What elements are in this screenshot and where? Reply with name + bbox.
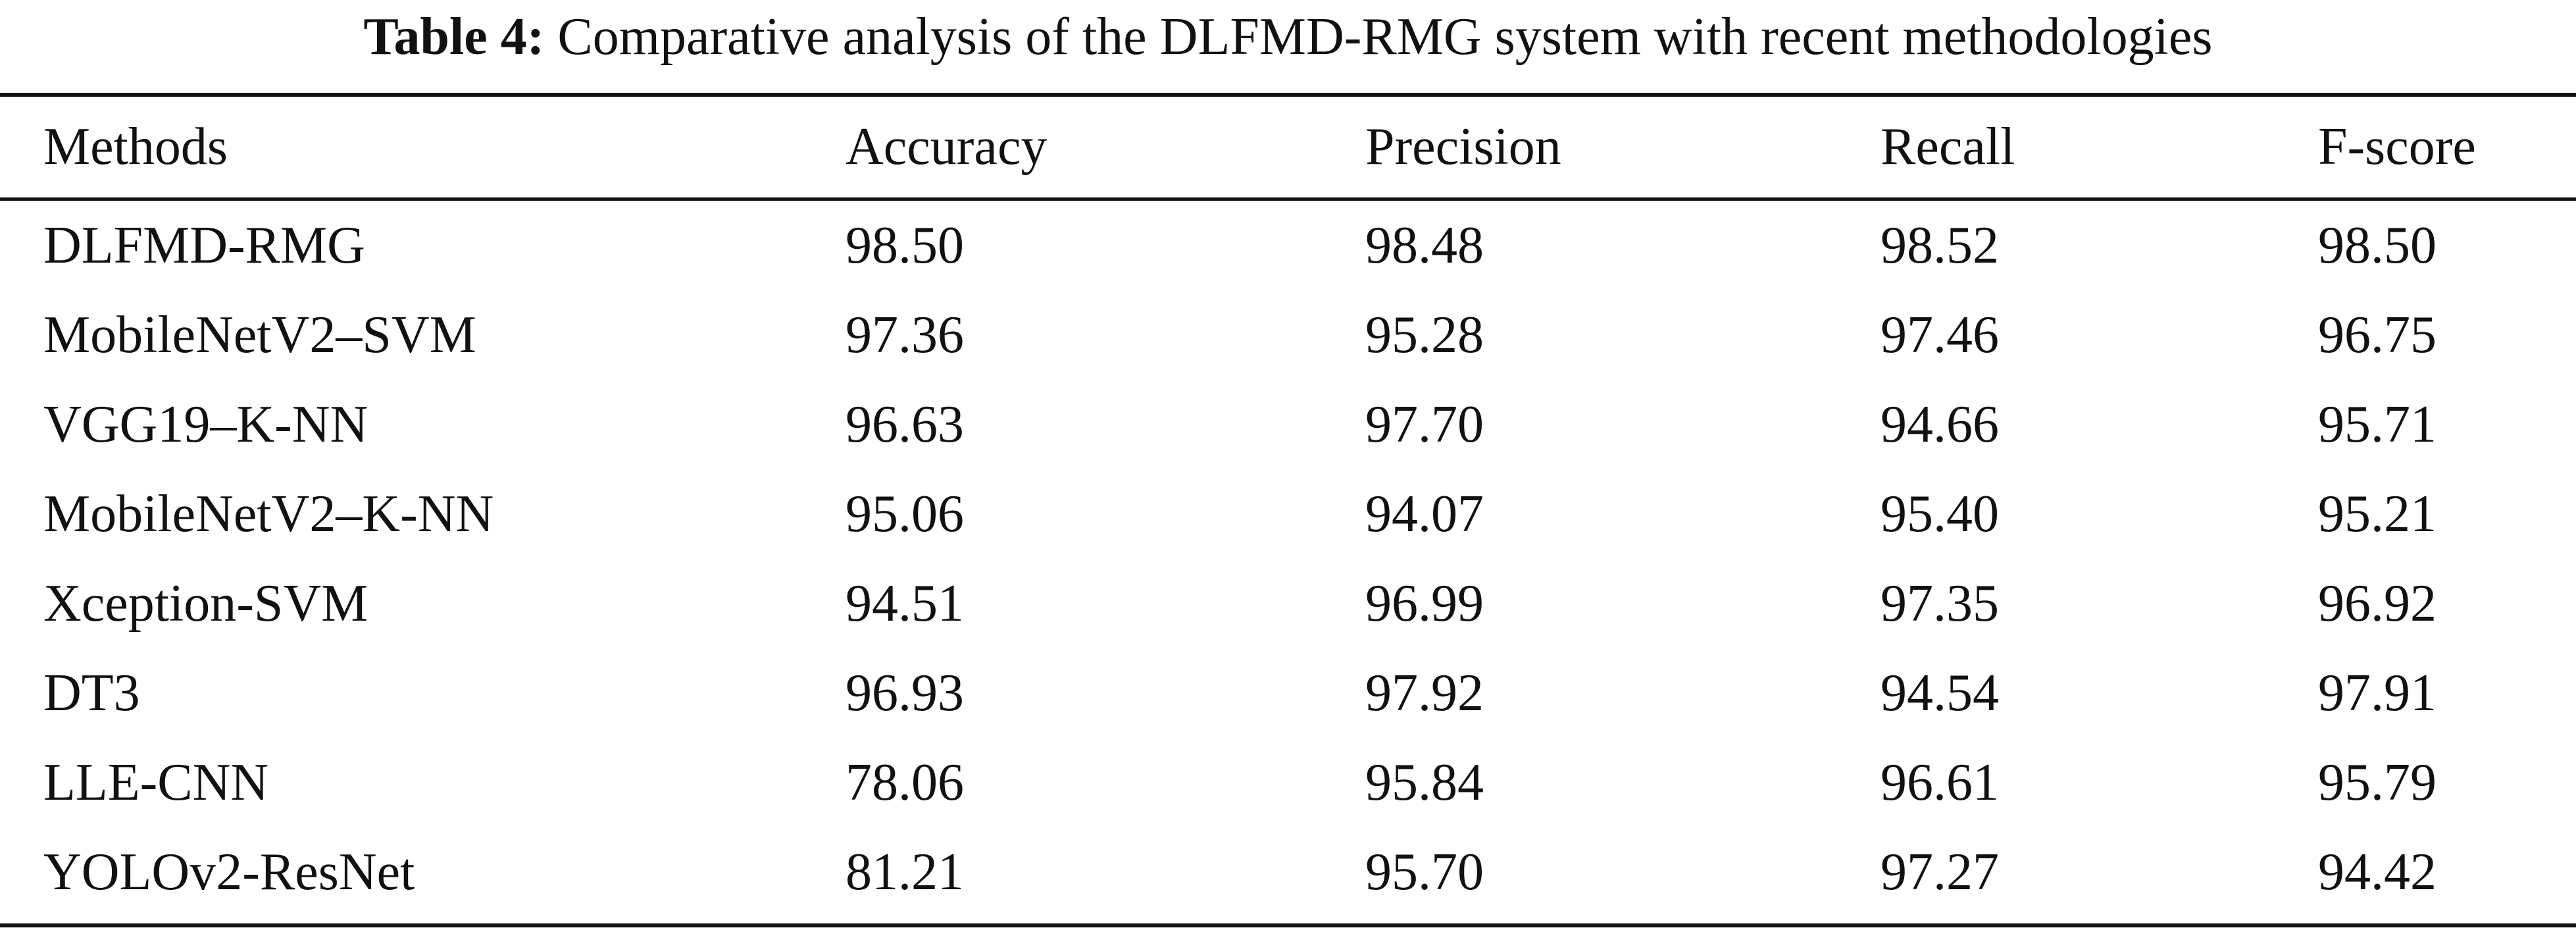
cell-precision: 95.84 bbox=[1365, 753, 1484, 812]
cell-recall: 97.27 bbox=[1881, 842, 1999, 901]
column-header-accuracy: Accuracy bbox=[846, 118, 1048, 176]
cell-f-score: 94.42 bbox=[2318, 842, 2437, 901]
table-header: Methods Accuracy Precision Recall F-scor… bbox=[0, 97, 2576, 197]
cell-method: MobileNetV2–SVM bbox=[43, 305, 476, 364]
cell-accuracy: 98.50 bbox=[846, 216, 964, 274]
caption-label: Table 4: bbox=[363, 8, 545, 66]
cell-accuracy: 95.06 bbox=[846, 484, 964, 543]
cell-precision: 97.70 bbox=[1365, 395, 1484, 453]
caption-text: Comparative analysis of the DLFMD-RMG sy… bbox=[557, 8, 2213, 66]
cell-method: YOLOv2-ResNet bbox=[43, 842, 415, 901]
table-body: DLFMD-RMG 98.50 98.48 98.52 98.50 MobileNetV2… bbox=[0, 201, 2576, 917]
table-row: MobileNetV2–K-NN 95.06 94.07 95.40 95.21 bbox=[0, 469, 2576, 559]
table-row: YOLOv2-ResNet 81.21 95.70 97.27 94.42 bbox=[0, 827, 2576, 917]
cell-method: Xception-SVM bbox=[43, 574, 368, 633]
results-table: DLFMD-RMG 98.50 98.48 98.52 98.50 MobileNetV2… bbox=[0, 201, 2576, 917]
cell-precision: 96.99 bbox=[1365, 574, 1484, 633]
table-row: LLE-CNN 78.06 95.84 96.61 95.79 bbox=[0, 738, 2576, 827]
cell-accuracy: 78.06 bbox=[846, 753, 964, 812]
cell-precision: 98.48 bbox=[1365, 216, 1484, 274]
bottom-rule bbox=[0, 923, 2576, 927]
cell-precision: 95.70 bbox=[1365, 842, 1484, 901]
cell-accuracy: 96.93 bbox=[846, 663, 964, 722]
cell-f-score: 95.21 bbox=[2318, 484, 2437, 543]
column-header-recall: Recall bbox=[1881, 118, 2015, 176]
cell-f-score: 95.79 bbox=[2318, 753, 2437, 812]
cell-recall: 96.61 bbox=[1881, 753, 1999, 812]
cell-accuracy: 97.36 bbox=[846, 305, 964, 364]
table-row: MobileNetV2–SVM 97.36 95.28 97.46 96.75 bbox=[0, 290, 2576, 380]
cell-recall: 98.52 bbox=[1881, 216, 1999, 274]
cell-f-score: 97.91 bbox=[2318, 663, 2437, 722]
cell-f-score: 98.50 bbox=[2318, 216, 2437, 274]
table-row: DLFMD-RMG 98.50 98.48 98.52 98.50 bbox=[0, 201, 2576, 290]
column-header-f-score: F-score bbox=[2318, 118, 2476, 176]
cell-recall: 97.35 bbox=[1881, 574, 1999, 633]
table-row: VGG19–K-NN 96.63 97.70 94.66 95.71 bbox=[0, 380, 2576, 469]
header-row: Methods Accuracy Precision Recall F-scor… bbox=[0, 97, 2576, 197]
cell-f-score: 96.75 bbox=[2318, 305, 2437, 364]
table-row: Xception-SVM 94.51 96.99 97.35 96.92 bbox=[0, 559, 2576, 648]
cell-method: DLFMD-RMG bbox=[43, 216, 365, 274]
cell-f-score: 95.71 bbox=[2318, 395, 2437, 453]
cell-precision: 97.92 bbox=[1365, 663, 1484, 722]
cell-precision: 94.07 bbox=[1365, 484, 1484, 543]
cell-recall: 94.54 bbox=[1881, 663, 1999, 722]
top-rule bbox=[0, 93, 2576, 97]
cell-method: DT3 bbox=[43, 663, 140, 722]
table-row: DT3 96.93 97.92 94.54 97.91 bbox=[0, 648, 2576, 738]
cell-recall: 97.46 bbox=[1881, 305, 1999, 364]
cell-method: LLE-CNN bbox=[43, 753, 269, 812]
cell-f-score: 96.92 bbox=[2318, 574, 2437, 633]
table-caption: Table 4: Comparative analysis of the DLF… bbox=[0, 0, 2576, 74]
cell-method: VGG19–K-NN bbox=[43, 395, 368, 453]
column-header-precision: Precision bbox=[1365, 118, 1561, 176]
header-rule bbox=[0, 197, 2576, 201]
column-header-methods: Methods bbox=[43, 118, 228, 176]
cell-accuracy: 96.63 bbox=[846, 395, 964, 453]
cell-recall: 94.66 bbox=[1881, 395, 1999, 453]
cell-accuracy: 81.21 bbox=[846, 842, 964, 901]
cell-method: MobileNetV2–K-NN bbox=[43, 484, 494, 543]
cell-precision: 95.28 bbox=[1365, 305, 1484, 364]
cell-accuracy: 94.51 bbox=[846, 574, 964, 633]
cell-recall: 95.40 bbox=[1881, 484, 1999, 543]
